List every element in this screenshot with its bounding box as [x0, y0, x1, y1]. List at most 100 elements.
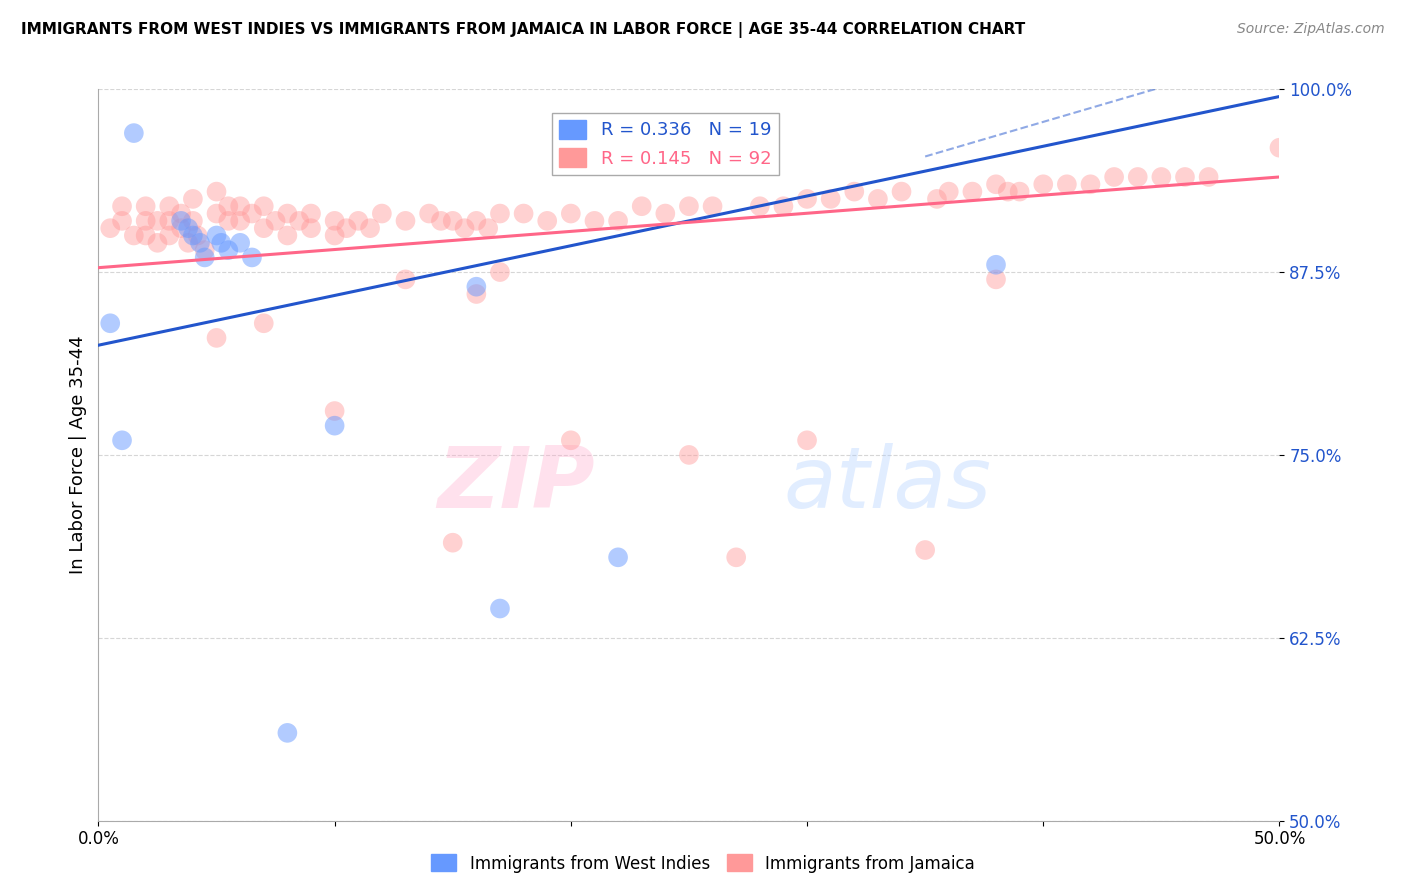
Point [253, 316, 276, 330]
Point [323, 228, 346, 243]
Point [209, 235, 232, 250]
Point [1032, 178, 1054, 192]
Point [135, 228, 157, 243]
Point [371, 206, 394, 220]
Point [772, 199, 794, 213]
Point [512, 206, 534, 220]
Point [146, 214, 169, 228]
Point [205, 206, 228, 220]
Point [1080, 178, 1102, 192]
Point [135, 214, 157, 228]
Point [984, 178, 1007, 192]
Point [205, 228, 228, 243]
Point [654, 206, 676, 220]
Point [217, 243, 239, 257]
Point [122, 126, 145, 140]
Point [111, 434, 134, 448]
Point [1008, 185, 1031, 199]
Point [276, 206, 298, 220]
Point [1126, 169, 1149, 184]
Point [418, 206, 440, 220]
Point [1150, 169, 1173, 184]
Point [441, 214, 464, 228]
Point [1056, 178, 1078, 192]
Point [111, 199, 134, 213]
Point [323, 404, 346, 418]
Point [725, 550, 748, 565]
Point [122, 228, 145, 243]
Point [820, 192, 842, 206]
Point [323, 214, 346, 228]
Point [441, 535, 464, 549]
Point [98, 221, 121, 235]
Point [264, 214, 287, 228]
Y-axis label: In Labor Force | Age 35-44: In Labor Force | Age 35-44 [69, 335, 87, 574]
Point [276, 228, 298, 243]
Point [1102, 169, 1125, 184]
Point [796, 192, 818, 206]
Point [430, 214, 453, 228]
Point [217, 199, 239, 213]
Point [844, 185, 866, 199]
Point [299, 206, 322, 220]
Point [465, 287, 488, 301]
Text: Source: ZipAtlas.com: Source: ZipAtlas.com [1237, 22, 1385, 37]
Legend: Immigrants from West Indies, Immigrants from Jamaica: Immigrants from West Indies, Immigrants … [425, 847, 981, 880]
Point [938, 185, 960, 199]
Point [157, 214, 180, 228]
Point [630, 199, 652, 213]
Point [1198, 169, 1220, 184]
Point [1268, 141, 1291, 155]
Point [157, 228, 180, 243]
Point [1174, 169, 1197, 184]
Point [489, 206, 512, 220]
Point [678, 199, 700, 213]
Point [205, 185, 228, 199]
Point [796, 434, 818, 448]
Point [288, 214, 311, 228]
Point [607, 214, 630, 228]
Point [98, 316, 121, 330]
Point [229, 199, 252, 213]
Point [276, 726, 298, 740]
Point [111, 214, 134, 228]
Point [394, 214, 416, 228]
Point [359, 221, 381, 235]
Point [177, 235, 200, 250]
Point [748, 199, 770, 213]
Point [962, 185, 984, 199]
Point [299, 221, 322, 235]
Point [453, 221, 475, 235]
Point [170, 221, 193, 235]
Point [489, 601, 512, 615]
Point [465, 279, 488, 293]
Point [181, 214, 204, 228]
Point [984, 272, 1007, 286]
Point [240, 251, 263, 265]
Point [205, 331, 228, 345]
Point [181, 228, 204, 243]
Point [240, 206, 263, 220]
Point [394, 272, 416, 286]
Point [583, 214, 606, 228]
Legend: R = 0.336   N = 19, R = 0.145   N = 92: R = 0.336 N = 19, R = 0.145 N = 92 [553, 113, 779, 175]
Point [187, 228, 209, 243]
Point [702, 199, 724, 213]
Point [170, 206, 193, 220]
Point [997, 185, 1019, 199]
Point [347, 214, 370, 228]
Point [229, 235, 252, 250]
Point [323, 418, 346, 433]
Point [157, 199, 180, 213]
Point [866, 192, 889, 206]
Point [984, 258, 1007, 272]
Point [465, 214, 488, 228]
Point [181, 192, 204, 206]
Point [217, 214, 239, 228]
Point [890, 185, 912, 199]
Point [678, 448, 700, 462]
Point [335, 221, 357, 235]
Point [194, 243, 217, 257]
Point [229, 214, 252, 228]
Text: ZIP: ZIP [437, 442, 595, 525]
